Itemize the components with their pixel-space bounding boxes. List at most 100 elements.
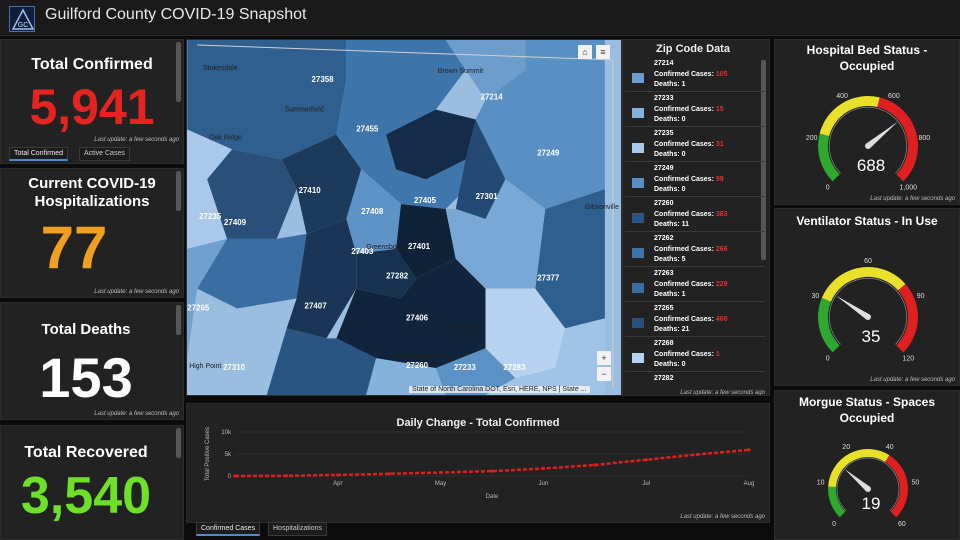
map-canvas[interactable]: 27358 27214 27455 27249 27410 27408 27405 27301… [187,40,621,395]
map-place-label: Pleasant Garden [396,353,448,360]
scrollbar[interactable] [176,305,181,335]
zip-confirmed-cases: Confirmed Cases: 266 [654,246,728,253]
scrollbar[interactable] [176,42,181,102]
gauge-band [884,455,908,518]
zip-deaths: Deaths: 21 [654,326,690,333]
gauge-band [818,133,840,182]
data-point [439,470,443,475]
zip-deaths: Deaths: 11 [654,221,690,228]
zip-list-item[interactable]: 27233 Confirmed Cases: 15 Deaths: 0 [625,92,765,127]
zip-code-text: 27214 [654,60,674,67]
zip-list-item[interactable]: 27260 Confirmed Cases: 383 Deaths: 11 [625,197,765,232]
map-place-label: Oak Ridge [209,134,242,141]
total-recovered-value: 3,540 [20,467,152,525]
bed-gauge-title-line2: Occupied [839,59,895,73]
list-icon[interactable]: ≡ [596,45,610,59]
gauge-value: 688 [857,156,885,175]
home-icon[interactable]: ⌂ [578,45,592,59]
zip-code-text: 27263 [654,270,674,277]
tab-active-cases[interactable]: Active Cases [79,147,130,161]
zip-deaths: Deaths: 1 [654,291,686,298]
zip-code-text: 27249 [654,165,674,172]
map-zip-label: 27407 [305,301,328,310]
map-place-label: Summerfield [285,107,324,114]
zip-list-item[interactable]: 27263 Confirmed Cases: 229 Deaths: 1 [625,267,765,302]
x-tick-label: Aug [744,481,755,487]
morgue-gauge-card: Morgue Status - Spaces Occupied 0 10 20 40 5… [774,390,960,540]
zip-deaths: Deaths: 0 [654,151,686,158]
gauge-tick-label: 0 [826,355,830,362]
map-zip-label: 27377 [537,274,560,283]
map-place-label: High Point [189,363,221,370]
zip-code-map[interactable]: 27358 27214 27455 27249 27410 27408 27405 27301… [186,39,622,396]
map-zip-label: 27310 [223,363,246,372]
zip-list-item[interactable]: 27282 [625,372,765,387]
map-zip-label: 27455 [356,124,379,133]
gauge-tick-label: 400 [836,93,848,100]
zip-list-item[interactable]: 27249 Confirmed Cases: 99 Deaths: 0 [625,162,765,197]
zip-list-item[interactable]: 27214 Confirmed Cases: 105 Deaths: 1 [625,57,765,92]
hospital-bed-gauge: 0 200 400 600 800 1,000 688 [806,93,930,191]
gauge-tick-label: 200 [806,135,818,142]
last-update-label: Last update: a few seconds ago [94,137,179,143]
zip-code-list[interactable]: 27214 Confirmed Cases: 105 Deaths: 1 27233 C… [625,57,765,387]
scrollbar[interactable] [761,60,766,260]
zip-code-text: 27282 [654,375,674,382]
scrollbar[interactable] [176,171,181,211]
gauge-tick-label: 600 [888,93,900,100]
zip-list-item[interactable]: 27262 Confirmed Cases: 266 Deaths: 5 [625,232,765,267]
zip-code-text: 27233 [654,95,674,102]
zip-list-item[interactable]: 27268 Confirmed Cases: 1 Deaths: 0 [625,337,765,372]
y-tick-label: 5k [225,452,232,458]
zip-swatch-icon [632,318,644,328]
x-tick-label: May [435,481,446,487]
data-point [233,474,237,478]
data-point [593,463,597,467]
tab-confirmed-cases[interactable]: Confirmed Cases [196,522,261,536]
ventilator-gauge-title: Ventilator Status - In Use [796,214,938,228]
last-update-label: Last update: a few seconds ago [870,377,955,383]
hospitalizations-value: 77 [40,214,108,281]
zoom-in-button[interactable]: + [597,351,611,365]
zip-confirmed-cases: Confirmed Cases: 229 [654,281,728,288]
last-update-label: Last update: a few seconds ago [94,289,179,295]
total-deaths-card: Total Deaths 153 Last update: a few seco… [0,302,184,420]
total-confirmed-value: 5,941 [29,79,155,135]
tab-hospitalizations[interactable]: Hospitalizations [268,522,328,536]
gauge-band [818,297,840,353]
gauge-band [828,449,890,488]
map-zip-label: 27406 [406,313,429,322]
zip-confirmed-cases: Confirmed Cases: 99 [654,176,724,183]
app-title: Guilford County COVID-19 Snapshot [45,6,307,23]
zip-list-item[interactable]: 27265 Confirmed Cases: 460 Deaths: 21 [625,302,765,337]
zip-swatch-icon [632,143,644,153]
y-tick-label: 0 [228,474,232,480]
total-recovered-card: Total Recovered 3,540 [0,425,184,540]
scrollbar[interactable] [176,428,181,458]
zip-code-text: 27268 [654,340,674,347]
gauge-band [821,267,906,302]
tab-total-confirmed[interactable]: Total Confirmed [9,147,69,161]
map-zip-label: 27283 [503,363,526,372]
map-zip-label: 27405 [414,196,437,205]
daily-change-chart: 0 5k 10k Apr May Jun Jul Aug Date Total Positive … [205,427,755,500]
map-attribution: State of North Carolina DOT, Esri, HERE,… [409,386,590,393]
zip-deaths: Deaths: 5 [654,256,686,263]
zip-confirmed-cases: Confirmed Cases: 31 [654,141,724,148]
zoom-out-button[interactable]: − [597,367,611,381]
daily-change-chart-card: Daily Change - Total Confirmed 0 5k 10k Apr… [186,403,770,523]
data-point [387,472,391,476]
map-place-label: Greensboro [366,244,403,251]
gauge-tick-label: 0 [832,521,836,528]
gauge-hub [865,314,871,320]
zip-confirmed-cases: Confirmed Cases: 460 [654,316,728,323]
map-zip-label: 27260 [406,361,429,370]
gauge-tick-label: 120 [902,355,914,362]
morgue-gauge-title-line2: Occupied [839,411,895,425]
map-zip-label: 27401 [408,242,431,251]
morgue-gauge-title-line1: Morgue Status - Spaces [798,395,936,409]
zip-list-item[interactable]: 27235 Confirmed Cases: 31 Deaths: 0 [625,127,765,162]
map-zip-label: 27214 [481,93,504,102]
zip-swatch-icon [632,248,644,258]
morgue-gauge: 0 10 20 40 50 60 19 [817,444,920,528]
